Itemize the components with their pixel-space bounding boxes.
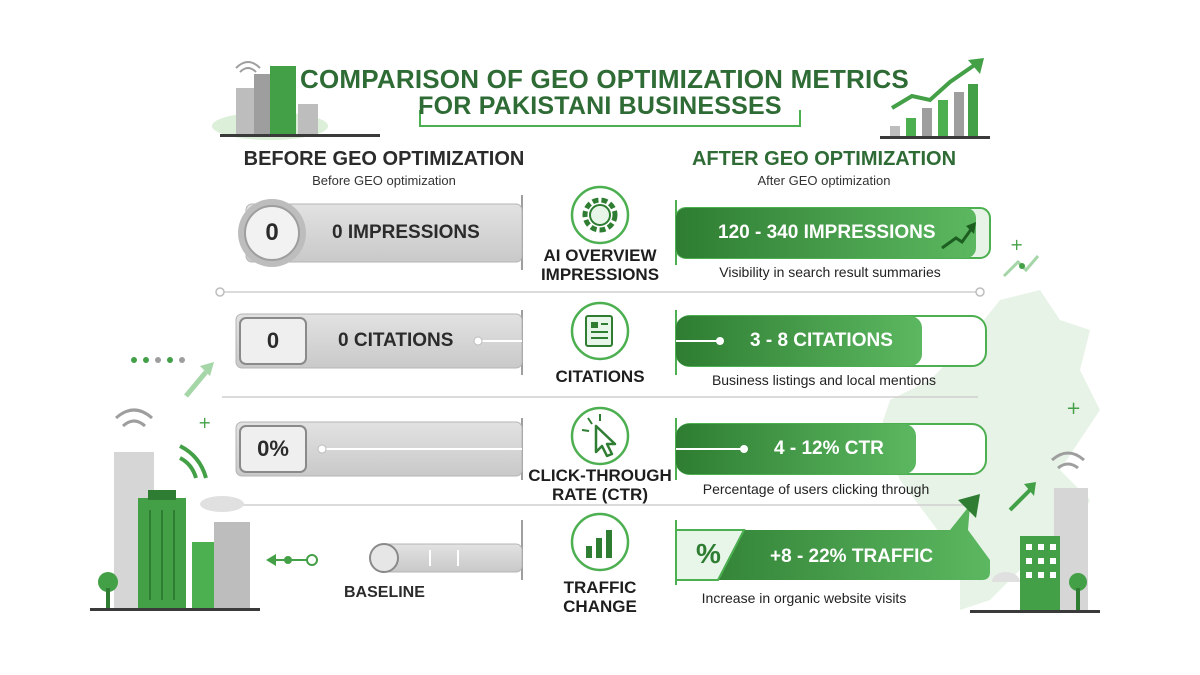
city-skyline-right-icon: + + bbox=[970, 235, 1100, 613]
before-column-heading: BEFORE GEO OPTIMIZATION bbox=[243, 148, 525, 170]
after-label-ctr: 4 - 12% CTR bbox=[774, 438, 884, 459]
description-ctr: Percentage of users clicking through bbox=[702, 481, 930, 497]
city-skyline-left-icon: + bbox=[90, 357, 260, 611]
row-separators bbox=[222, 291, 978, 506]
after-label-impressions: 120 - 340 IMPRESSIONS bbox=[718, 222, 936, 243]
description-citations: Business listings and local mentions bbox=[711, 372, 937, 388]
arrow-connector-icon bbox=[266, 554, 318, 566]
before-label-citations: 0 CITATIONS bbox=[338, 330, 454, 351]
before-bar-impressions bbox=[238, 199, 523, 267]
svg-text:+: + bbox=[198, 413, 211, 432]
description-impressions: Visibility in search result summaries bbox=[719, 264, 941, 280]
before-bar-traffic bbox=[369, 543, 523, 573]
title-underline bbox=[419, 110, 801, 127]
svg-text:+: + bbox=[1010, 235, 1023, 254]
after-label-citations: 3 - 8 CITATIONS bbox=[750, 330, 893, 351]
after-bar-citations bbox=[675, 315, 987, 367]
before-badge-citations: 0 bbox=[266, 328, 280, 353]
after-bar-ctr bbox=[675, 423, 987, 475]
before-column-subheading: Before GEO optimization bbox=[312, 173, 456, 188]
description-traffic: Increase in organic website visits bbox=[701, 590, 907, 606]
after-bar-impressions bbox=[675, 207, 991, 259]
header-growth-chart-icon bbox=[880, 58, 990, 139]
before-label-impressions: 0 IMPRESSIONS bbox=[332, 222, 480, 243]
metric-name-traffic: TRAFFIC CHANGE bbox=[563, 578, 637, 616]
after-column-subheading: After GEO optimization bbox=[757, 173, 891, 188]
after-column-heading: AFTER GEO OPTIMIZATION bbox=[691, 148, 957, 170]
document-icon bbox=[570, 301, 630, 361]
before-bar-citations bbox=[235, 313, 523, 369]
percent-symbol-traffic: % bbox=[696, 538, 721, 569]
page-title: COMPARISON OF GEO OPTIMIZATION METRICS bbox=[300, 64, 909, 94]
bar-chart-icon bbox=[570, 512, 630, 572]
before-badge-impressions: 0 bbox=[265, 219, 279, 246]
metric-name-impressions: AI OVERVIEW IMPRESSIONS bbox=[540, 246, 660, 284]
ai-gear-icon bbox=[570, 185, 630, 245]
page-title-line2: FOR PAKISTANI BUSINESSES bbox=[418, 92, 782, 120]
pakistan-map-icon bbox=[880, 290, 1100, 610]
header-skyline-left-icon bbox=[212, 61, 380, 140]
svg-text:+: + bbox=[1066, 398, 1081, 419]
cursor-click-icon bbox=[570, 406, 630, 466]
before-badge-ctr: 0% bbox=[257, 436, 289, 461]
before-bar-ctr bbox=[235, 421, 523, 477]
after-label-traffic: +8 - 22% TRAFFIC bbox=[770, 546, 934, 567]
after-bar-traffic bbox=[675, 494, 990, 581]
before-label-traffic: BASELINE bbox=[344, 584, 425, 601]
metric-name-ctr: CLICK-THROUGH RATE (CTR) bbox=[528, 466, 672, 504]
metric-name-citations: CITATIONS bbox=[555, 367, 645, 386]
